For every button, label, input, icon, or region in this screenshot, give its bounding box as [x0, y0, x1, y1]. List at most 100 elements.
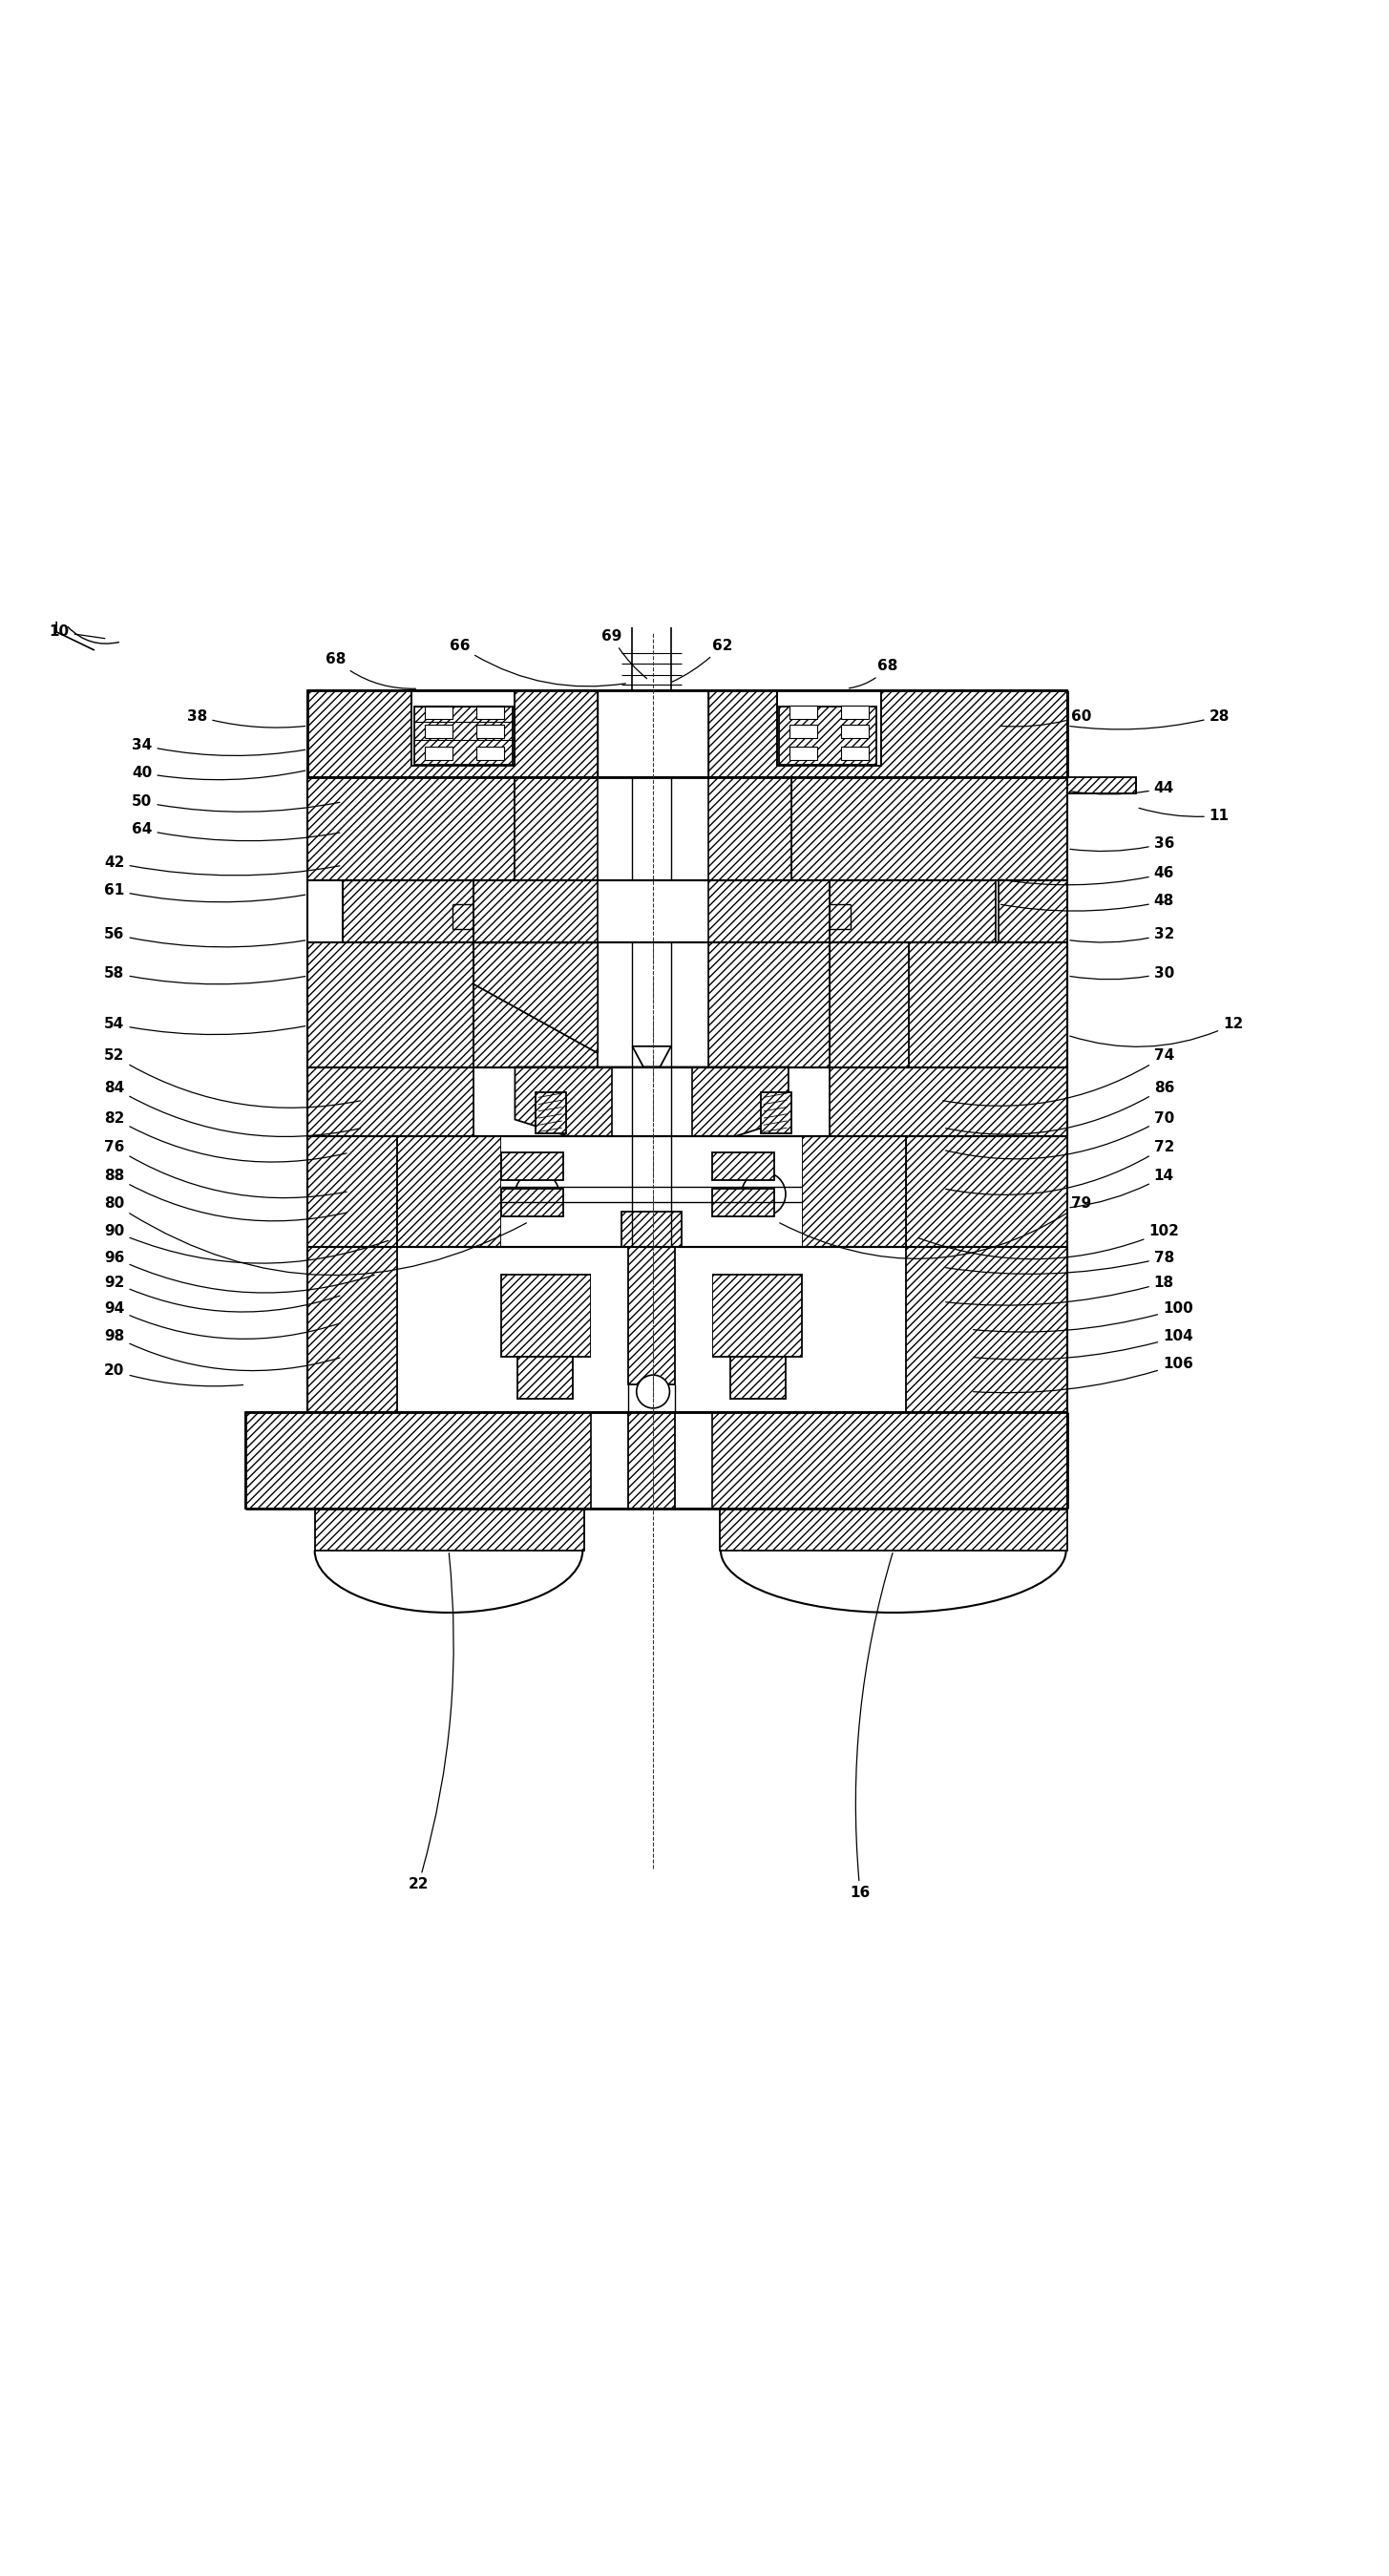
- Bar: [790, 706, 817, 719]
- Polygon shape: [501, 1188, 564, 1216]
- Polygon shape: [1067, 778, 1136, 793]
- Text: 44: 44: [1070, 781, 1174, 796]
- Polygon shape: [803, 1136, 906, 1247]
- Text: 52: 52: [104, 1048, 361, 1108]
- Bar: [840, 724, 868, 739]
- Text: 34: 34: [132, 737, 306, 755]
- Text: 28: 28: [1070, 708, 1229, 729]
- Polygon shape: [908, 943, 1067, 1066]
- Text: 78: 78: [946, 1249, 1174, 1275]
- Text: 36: 36: [1070, 837, 1174, 850]
- Text: 61: 61: [104, 884, 306, 902]
- Bar: [425, 747, 453, 760]
- Text: 80: 80: [104, 1198, 526, 1275]
- Text: 32: 32: [1070, 927, 1174, 943]
- Polygon shape: [779, 706, 876, 765]
- Text: 68: 68: [325, 652, 415, 688]
- Bar: [597, 778, 708, 881]
- Text: 22: 22: [408, 1553, 454, 1891]
- Polygon shape: [713, 1151, 775, 1180]
- Text: 38: 38: [188, 708, 306, 726]
- Polygon shape: [906, 1136, 1067, 1247]
- Text: 104: 104: [974, 1329, 1193, 1360]
- Polygon shape: [474, 943, 597, 1066]
- Text: 11: 11: [1139, 809, 1229, 822]
- Polygon shape: [515, 778, 792, 881]
- Polygon shape: [308, 1136, 397, 1247]
- Text: 94: 94: [104, 1301, 340, 1340]
- Bar: [476, 747, 504, 760]
- Polygon shape: [720, 1510, 1067, 1551]
- Polygon shape: [501, 1151, 564, 1180]
- Text: 20: 20: [104, 1363, 243, 1386]
- Text: 48: 48: [1001, 894, 1174, 912]
- Polygon shape: [708, 943, 829, 1066]
- Text: 46: 46: [1001, 866, 1174, 886]
- Bar: [840, 747, 868, 760]
- Bar: [501, 1136, 803, 1247]
- Polygon shape: [308, 943, 474, 1066]
- Text: 16: 16: [850, 1553, 893, 1901]
- Text: 60: 60: [1001, 708, 1092, 726]
- Text: 102: 102: [918, 1224, 1179, 1260]
- Polygon shape: [999, 881, 1067, 943]
- Text: 18: 18: [946, 1275, 1174, 1306]
- Polygon shape: [906, 1247, 1067, 1412]
- Bar: [597, 943, 708, 1066]
- Polygon shape: [632, 1046, 671, 1066]
- Text: 66: 66: [450, 639, 625, 685]
- Circle shape: [742, 1172, 786, 1216]
- Text: 90: 90: [104, 1224, 388, 1262]
- Text: 79: 79: [779, 1198, 1092, 1260]
- Bar: [790, 747, 817, 760]
- Polygon shape: [474, 943, 597, 1054]
- Bar: [590, 1247, 713, 1412]
- Text: 58: 58: [104, 966, 306, 984]
- Text: 69: 69: [601, 629, 647, 677]
- Text: 30: 30: [1070, 966, 1174, 981]
- Bar: [425, 706, 453, 719]
- Text: 86: 86: [946, 1079, 1174, 1133]
- Polygon shape: [628, 1247, 675, 1386]
- Circle shape: [515, 1172, 560, 1216]
- Bar: [597, 881, 708, 943]
- Bar: [476, 724, 504, 739]
- Text: 106: 106: [974, 1358, 1193, 1394]
- Polygon shape: [628, 1412, 675, 1510]
- Text: 54: 54: [104, 1018, 306, 1036]
- Polygon shape: [713, 1275, 803, 1358]
- Bar: [590, 1412, 713, 1510]
- Polygon shape: [308, 690, 1067, 778]
- Polygon shape: [308, 778, 515, 881]
- Polygon shape: [778, 690, 881, 765]
- Text: 68: 68: [849, 659, 899, 688]
- Text: 12: 12: [1070, 1018, 1243, 1046]
- Bar: [425, 724, 453, 739]
- Text: 42: 42: [104, 855, 340, 876]
- Text: 84: 84: [104, 1079, 361, 1136]
- Polygon shape: [792, 778, 1067, 881]
- Polygon shape: [414, 706, 513, 765]
- Polygon shape: [515, 1066, 789, 1136]
- Text: 96: 96: [104, 1249, 375, 1293]
- Text: 88: 88: [104, 1170, 347, 1221]
- Polygon shape: [342, 881, 474, 943]
- Text: 10: 10: [49, 626, 106, 639]
- Text: 40: 40: [132, 765, 306, 781]
- Polygon shape: [518, 1358, 574, 1399]
- Text: 70: 70: [946, 1110, 1174, 1159]
- Text: 76: 76: [104, 1141, 347, 1198]
- Text: 50: 50: [132, 793, 340, 811]
- Polygon shape: [621, 1213, 682, 1247]
- Polygon shape: [308, 1066, 474, 1136]
- Polygon shape: [246, 1412, 1067, 1510]
- Bar: [476, 706, 504, 719]
- Circle shape: [636, 1376, 669, 1409]
- Polygon shape: [761, 1092, 792, 1133]
- Bar: [840, 706, 868, 719]
- Polygon shape: [308, 1247, 397, 1412]
- Polygon shape: [315, 1510, 583, 1551]
- Polygon shape: [474, 881, 829, 943]
- Text: 92: 92: [104, 1275, 340, 1311]
- Polygon shape: [713, 1188, 775, 1216]
